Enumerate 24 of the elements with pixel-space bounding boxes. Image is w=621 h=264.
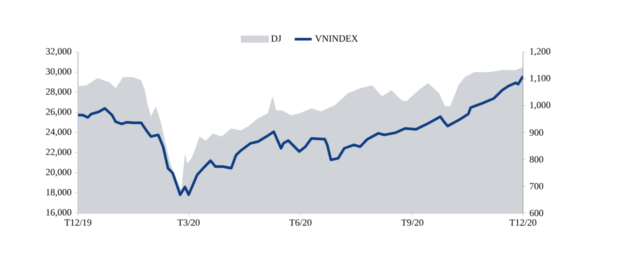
line-series: [78, 74, 524, 196]
y2-tick-label: 1,200: [530, 48, 550, 56]
y-tick-label: 30,000: [46, 68, 72, 76]
x-tick-label: T6/20: [289, 219, 312, 226]
x-tick-label: T9/20: [401, 219, 424, 226]
y2-tick-label: 600: [530, 210, 544, 216]
y-tick-label: 24,000: [46, 128, 72, 136]
y-tick-label: 18,000: [46, 188, 72, 197]
y-tick-label: 28,000: [46, 88, 72, 96]
y-tick-label: 22,000: [46, 148, 72, 156]
x-tick-label: T3/20: [178, 219, 200, 226]
y2-tick-label: 1,100: [530, 74, 550, 83]
y2-tick-label: 1,000: [530, 102, 550, 110]
y-tick-label: 20,000: [46, 168, 72, 177]
y2-tick-label: 700: [530, 182, 544, 190]
y-tick-label: 26,000: [46, 108, 72, 116]
y2-tick-label: 900: [530, 129, 544, 136]
y-tick-label: 32,000: [46, 48, 72, 56]
legend-label: VNINDEX: [315, 35, 358, 42]
x-tick-label: T12/19: [64, 219, 92, 226]
y2-tick-label: 800: [530, 156, 544, 163]
y-tick-label: 16,000: [46, 209, 72, 217]
x-tick-label: T12/20: [510, 219, 536, 226]
legend-label: DJ: [271, 35, 282, 42]
